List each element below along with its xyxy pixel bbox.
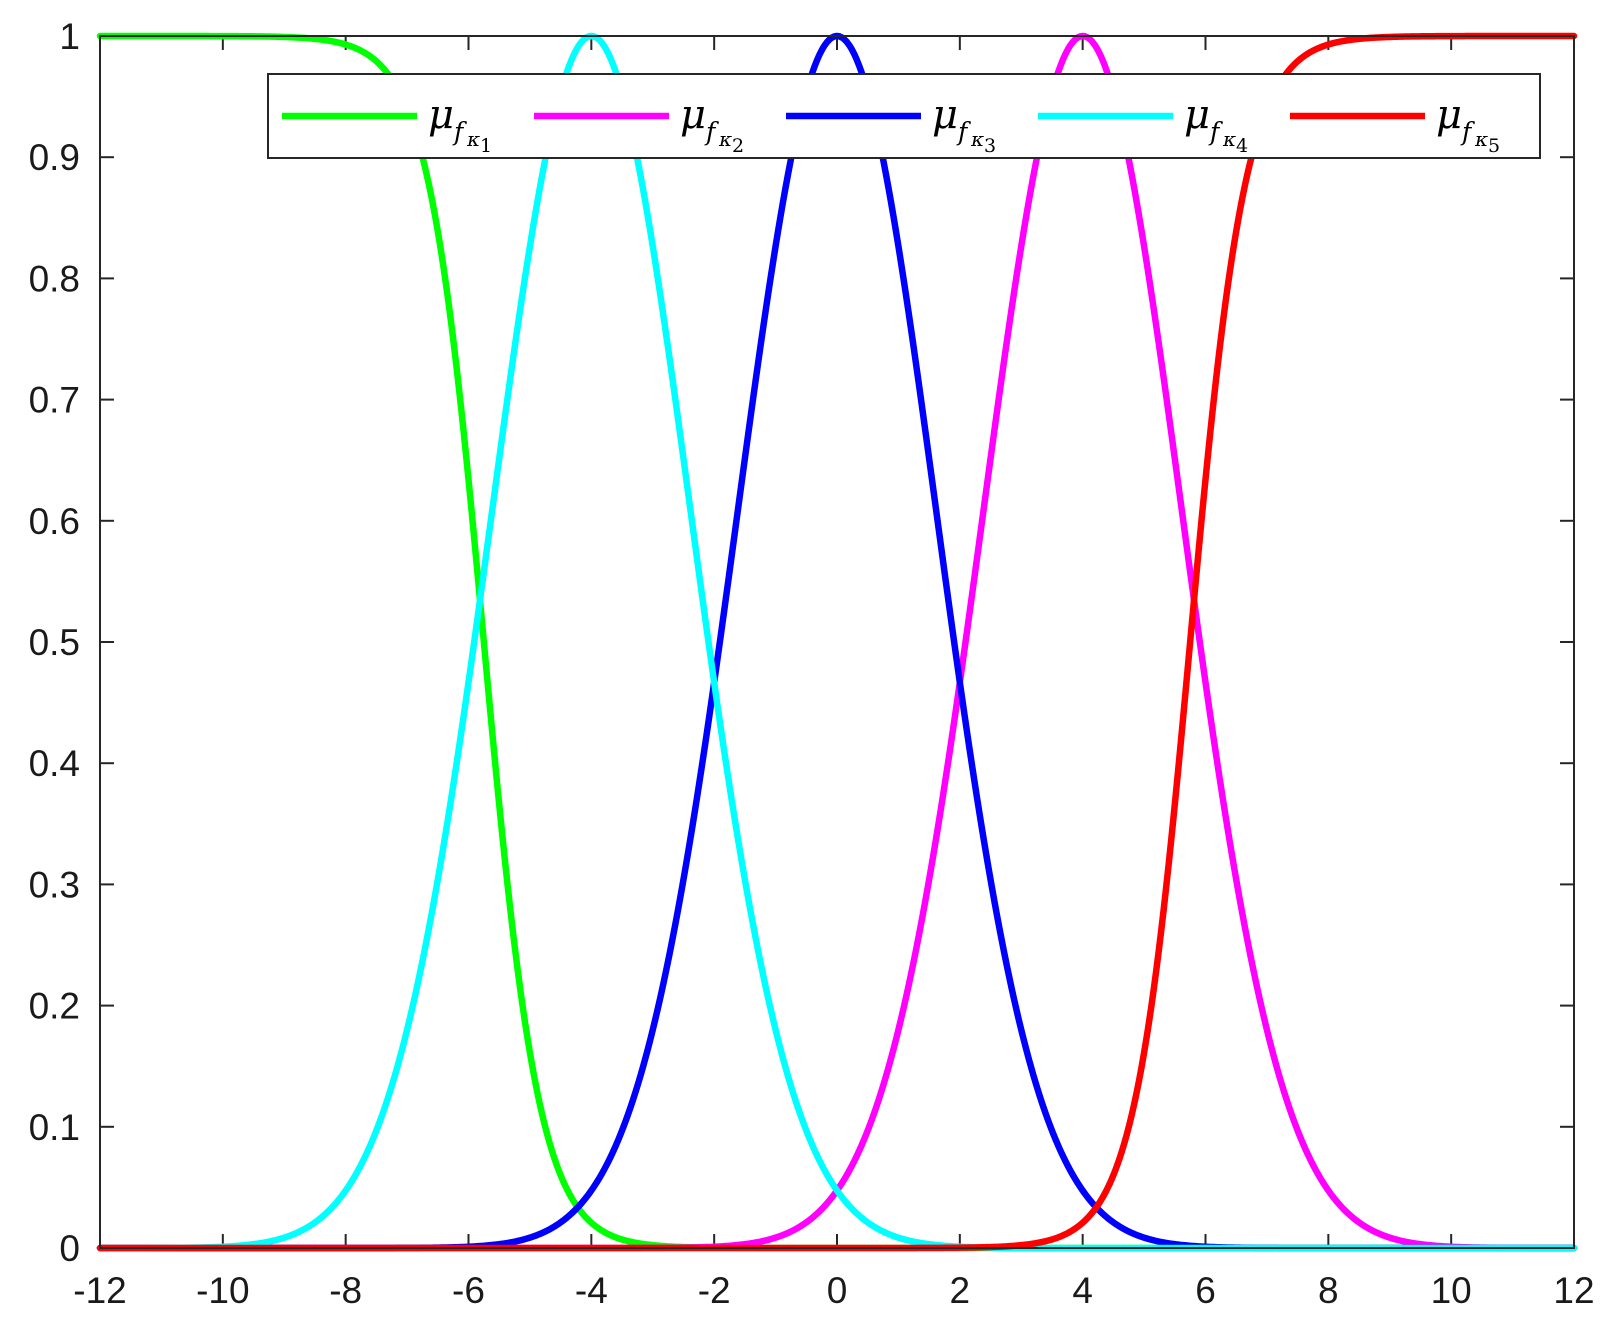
legend-sub-greek: κ: [1222, 127, 1236, 151]
x-tick-label: 12: [1553, 1270, 1594, 1311]
x-tick-label: 6: [1195, 1270, 1216, 1311]
x-tick-label: -6: [452, 1270, 485, 1311]
y-tick-label: 0.7: [29, 380, 80, 421]
y-tick-label: 0.1: [29, 1107, 80, 1148]
plot-area-frame: [99, 35, 1575, 1249]
y-tick-label: 0.4: [29, 743, 80, 784]
legend: μ f κ 1μ f κ 2μ f κ 3μ f κ 4μ f κ 5: [267, 73, 1541, 159]
legend-sub-letter: f: [956, 117, 971, 146]
x-tick-label: 8: [1318, 1270, 1339, 1311]
x-tick-label: 10: [1431, 1270, 1472, 1311]
legend-symbol: μ: [428, 92, 454, 138]
y-tick-label: 0.9: [29, 137, 80, 178]
y-tick-label: 0.6: [29, 501, 80, 542]
x-tick-label: 4: [1072, 1270, 1093, 1311]
legend-sub-greek: κ: [718, 127, 732, 151]
legend-sub-letter: f: [1460, 117, 1475, 146]
x-tick-label: -4: [575, 1270, 608, 1311]
legend-sub-index: 2: [732, 135, 744, 157]
legend-sub-greek: κ: [1474, 127, 1488, 151]
legend-sub-index: 4: [1236, 135, 1248, 157]
y-tick-label: 0.5: [29, 622, 80, 663]
legend-sub-index: 3: [984, 135, 996, 157]
legend-sub-greek: κ: [466, 127, 480, 151]
y-tick-label: 1: [59, 16, 80, 57]
x-tick-label: -12: [73, 1270, 126, 1311]
x-tick-labels: -12 -10 -8 -6 -4 -2 0 2 4 6 8 10 12: [73, 1270, 1594, 1311]
y-tick-label: 0.2: [29, 986, 80, 1027]
y-tick-label: 0.3: [29, 864, 80, 905]
legend-sub-letter: f: [1208, 117, 1223, 146]
y-tick-label: 0: [59, 1228, 80, 1269]
legend-symbol: μ: [1184, 92, 1210, 138]
x-tick-label: 2: [950, 1270, 971, 1311]
legend-sub-index: 5: [1488, 135, 1500, 157]
legend-symbol: μ: [932, 92, 958, 138]
x-tick-label: -2: [698, 1270, 731, 1311]
x-tick-label: 0: [827, 1270, 848, 1311]
legend-sub-letter: f: [704, 117, 719, 146]
x-tick-label: -10: [196, 1270, 249, 1311]
x-tick-label: -8: [329, 1270, 362, 1311]
legend-symbol: μ: [1436, 92, 1462, 138]
legend-symbol: μ: [680, 92, 706, 138]
legend-sub-index: 1: [480, 135, 492, 157]
legend-sub-greek: κ: [970, 127, 984, 151]
y-tick-labels: 0 0.1 0.2 0.3 0.4 0.5 0.6 0.7 0.8 0.9 1: [29, 16, 80, 1269]
y-tick-label: 0.8: [29, 258, 80, 299]
legend-sub-letter: f: [452, 117, 467, 146]
